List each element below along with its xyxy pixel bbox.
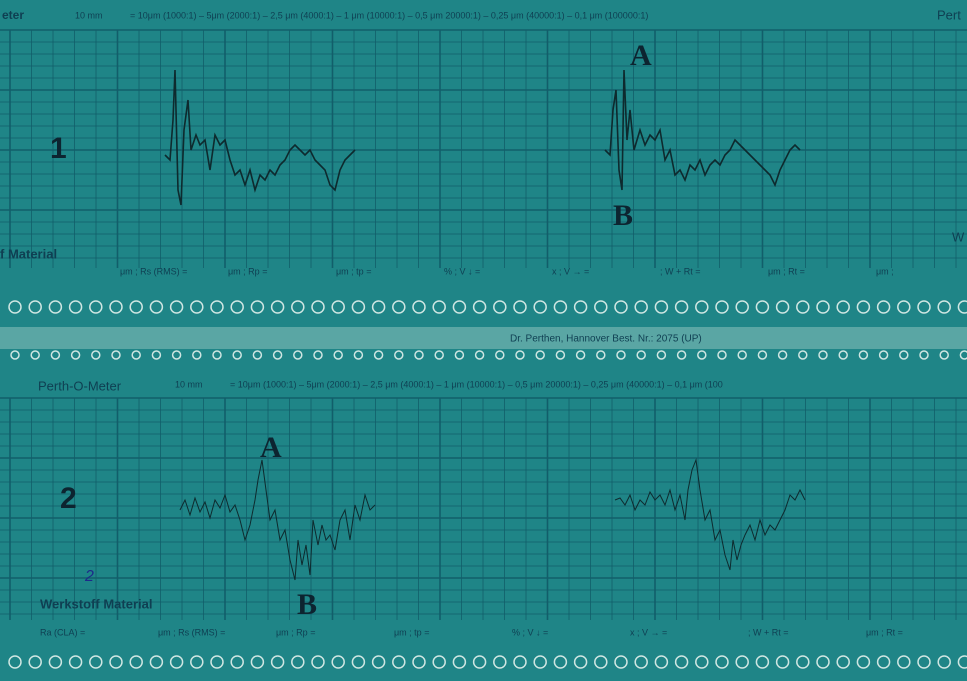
field-label: μm ; tp =: [336, 266, 371, 276]
mark-a: A: [630, 39, 652, 72]
field-label: μm ; Rp =: [276, 627, 315, 637]
mark-b: B: [613, 199, 633, 232]
field-label: μm ; Rs (RMS) =: [158, 627, 225, 637]
maker: Dr. Perthen, Hannover Best. Nr.: 2075 (U…: [510, 334, 702, 345]
scale-text: = 10μm (1000:1) – 5μm (2000:1) – 2,5 μm …: [130, 10, 648, 20]
letter: W: [952, 229, 965, 244]
scale-unit: 10 mm: [75, 10, 103, 20]
chart-number: 1: [50, 132, 67, 165]
brand: eter: [2, 8, 24, 22]
scale-unit: 10 mm: [175, 379, 203, 389]
field-label: x ; V → =: [630, 627, 667, 637]
field-label: % ; V ↓ =: [444, 266, 480, 276]
field-label: μm ; Rt =: [768, 266, 805, 276]
light-stripe: [0, 327, 967, 349]
field-label: ; W + Rt =: [748, 627, 789, 637]
field-label: μm ; Rt =: [866, 627, 903, 637]
field-label: Ra (CLA) =: [40, 627, 85, 637]
field-label: % ; V ↓ =: [512, 627, 548, 637]
material: Werkstoff Material: [40, 596, 152, 611]
chart-paper-photo: eter 10 mm = 10μm (1000:1) – 5μm (2000:1…: [0, 0, 967, 681]
scale-text: = 10μm (1000:1) – 5μm (2000:1) – 2,5 μm …: [230, 379, 723, 389]
mark-b: B: [297, 588, 317, 621]
field-label: ; W + Rt =: [660, 266, 701, 276]
field-label: μm ; tp =: [394, 627, 429, 637]
field-label: x ; V → =: [552, 266, 589, 276]
handwritten: 2: [84, 568, 94, 585]
mark-a: A: [260, 431, 282, 464]
brand: Perth-O-Meter: [38, 378, 122, 393]
brand-right: Pert: [937, 7, 961, 22]
field-label: μm ; Rs (RMS) =: [120, 266, 187, 276]
material: f Material: [0, 246, 57, 261]
field-label: μm ;: [876, 266, 894, 276]
chart-number: 2: [60, 482, 77, 515]
field-label: μm ; Rp =: [228, 266, 267, 276]
